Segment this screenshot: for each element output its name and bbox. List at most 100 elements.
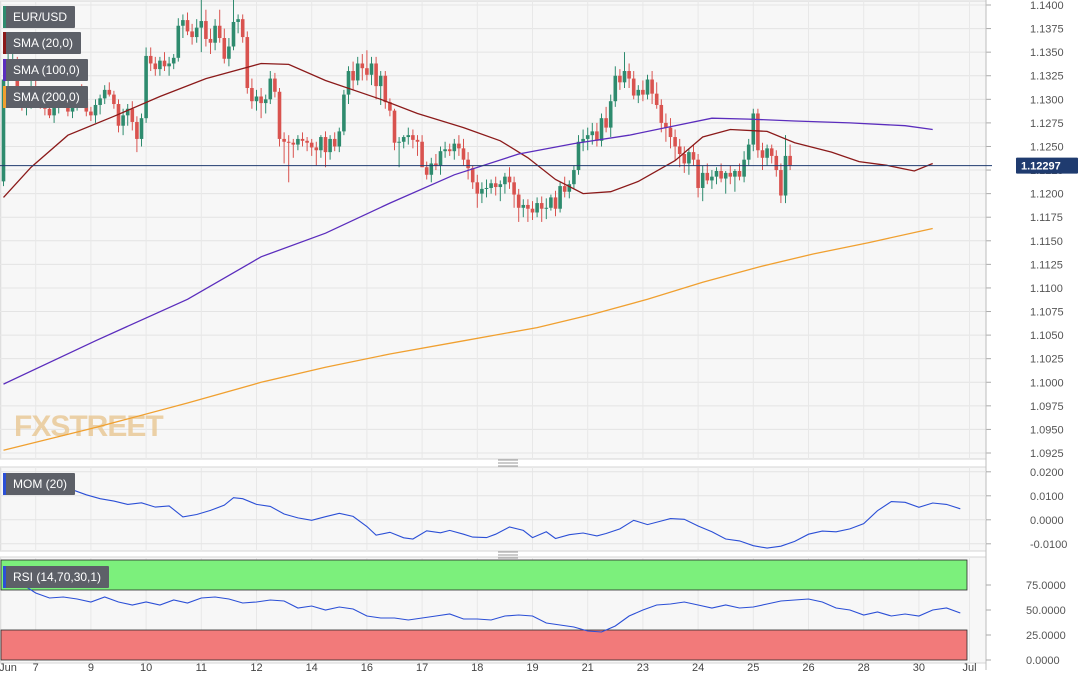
candle-body xyxy=(733,170,737,177)
candle-body xyxy=(273,78,277,92)
sma-line-20 xyxy=(3,62,933,198)
pane-resize-handle-momentum[interactable] xyxy=(498,459,518,467)
candle xyxy=(171,54,176,70)
candle-body xyxy=(296,138,300,145)
candle xyxy=(654,82,659,109)
candle-body xyxy=(484,187,489,189)
legend-symbol[interactable]: EUR/USD xyxy=(3,6,76,28)
candle xyxy=(498,180,503,202)
candle xyxy=(622,52,627,88)
candle-body xyxy=(438,151,443,166)
candle-body xyxy=(181,20,185,26)
candle-body xyxy=(291,142,296,145)
candle-body xyxy=(535,203,539,213)
candle xyxy=(153,56,158,76)
candle xyxy=(199,0,204,53)
candle xyxy=(236,14,240,34)
candle-body xyxy=(144,55,148,119)
price-tick-label: 1.0950 xyxy=(1030,424,1064,436)
candle xyxy=(217,9,222,43)
candle-body xyxy=(659,104,664,123)
candle xyxy=(576,135,581,175)
candle xyxy=(443,141,447,158)
candle-body xyxy=(236,19,240,22)
candle xyxy=(397,137,401,168)
price-tick-label: 1.1175 xyxy=(1030,212,1063,224)
candle xyxy=(222,28,227,64)
momentum-line xyxy=(3,474,961,549)
candle-body xyxy=(213,25,217,43)
x-axis-label: Jun xyxy=(0,662,17,674)
candle xyxy=(447,143,452,156)
candle xyxy=(581,129,585,152)
candle xyxy=(204,9,208,47)
candle xyxy=(677,138,682,168)
candle-body xyxy=(475,182,480,194)
legend-sma20[interactable]: SMA (20,0) xyxy=(3,32,82,54)
candle-body xyxy=(576,141,581,171)
candle xyxy=(254,89,259,111)
candle-body xyxy=(167,63,171,67)
legend-sma200[interactable]: SMA (200,0) xyxy=(3,86,88,108)
legend-mom-label: MOM (20) xyxy=(13,477,67,491)
price-tick-label: 1.1125 xyxy=(1030,259,1063,271)
candle xyxy=(774,150,779,177)
candle-body xyxy=(52,106,56,116)
candle-body xyxy=(480,188,484,194)
x-axis-label: 16 xyxy=(361,662,373,674)
candle xyxy=(599,113,604,147)
candle xyxy=(493,176,498,196)
price-tick-label: 1.1250 xyxy=(1030,141,1064,153)
price-tick-label: 1.0925 xyxy=(1030,448,1064,460)
x-axis-label: 25 xyxy=(747,662,759,674)
candle-body xyxy=(93,104,98,116)
candle-body xyxy=(691,152,696,160)
legend-sma100-label: SMA (100,0) xyxy=(13,63,80,77)
x-axis-label: 14 xyxy=(306,662,318,674)
candle-body xyxy=(650,79,654,94)
legend-rsi-swatch xyxy=(3,566,6,588)
candle xyxy=(277,87,282,147)
candle-body xyxy=(723,172,728,179)
candle xyxy=(102,85,107,105)
candle xyxy=(562,176,567,198)
mom-tick-label: 0.0100 xyxy=(1030,491,1064,503)
candle xyxy=(737,163,742,181)
candle xyxy=(227,38,231,67)
candle-body xyxy=(47,108,52,116)
candle xyxy=(475,174,480,208)
candle-body xyxy=(631,78,636,96)
candle-body xyxy=(673,137,677,147)
x-axis-label: Jul xyxy=(962,662,976,674)
legend-rsi[interactable]: RSI (14,70,30,1) xyxy=(3,566,110,588)
candle-body xyxy=(719,170,723,179)
candle xyxy=(779,163,783,204)
candle xyxy=(452,138,457,160)
price-tick-label: 1.1200 xyxy=(1030,189,1064,201)
candle xyxy=(355,56,360,86)
candle-body xyxy=(424,167,429,175)
x-axis-label: 10 xyxy=(140,662,152,674)
candle xyxy=(769,144,774,164)
candle-body xyxy=(728,172,733,177)
candle-body xyxy=(434,163,438,166)
candle xyxy=(461,138,466,166)
candle xyxy=(125,104,130,126)
legend-sma100[interactable]: SMA (100,0) xyxy=(3,59,88,81)
candle xyxy=(503,172,507,194)
candle-body xyxy=(388,102,392,111)
candle xyxy=(231,0,236,51)
candle-body xyxy=(461,148,466,160)
candle-body xyxy=(641,89,645,95)
candle xyxy=(756,108,760,158)
candle-body xyxy=(227,46,231,59)
candle-body xyxy=(360,63,365,69)
pane-resize-handle-rsi[interactable] xyxy=(498,551,518,559)
candle xyxy=(328,135,332,160)
candle-body xyxy=(351,71,355,81)
legend-mom[interactable]: MOM (20) xyxy=(3,473,75,495)
candle xyxy=(719,163,723,183)
candle-body xyxy=(305,140,309,143)
price-tick-label: 1.1000 xyxy=(1030,377,1064,389)
